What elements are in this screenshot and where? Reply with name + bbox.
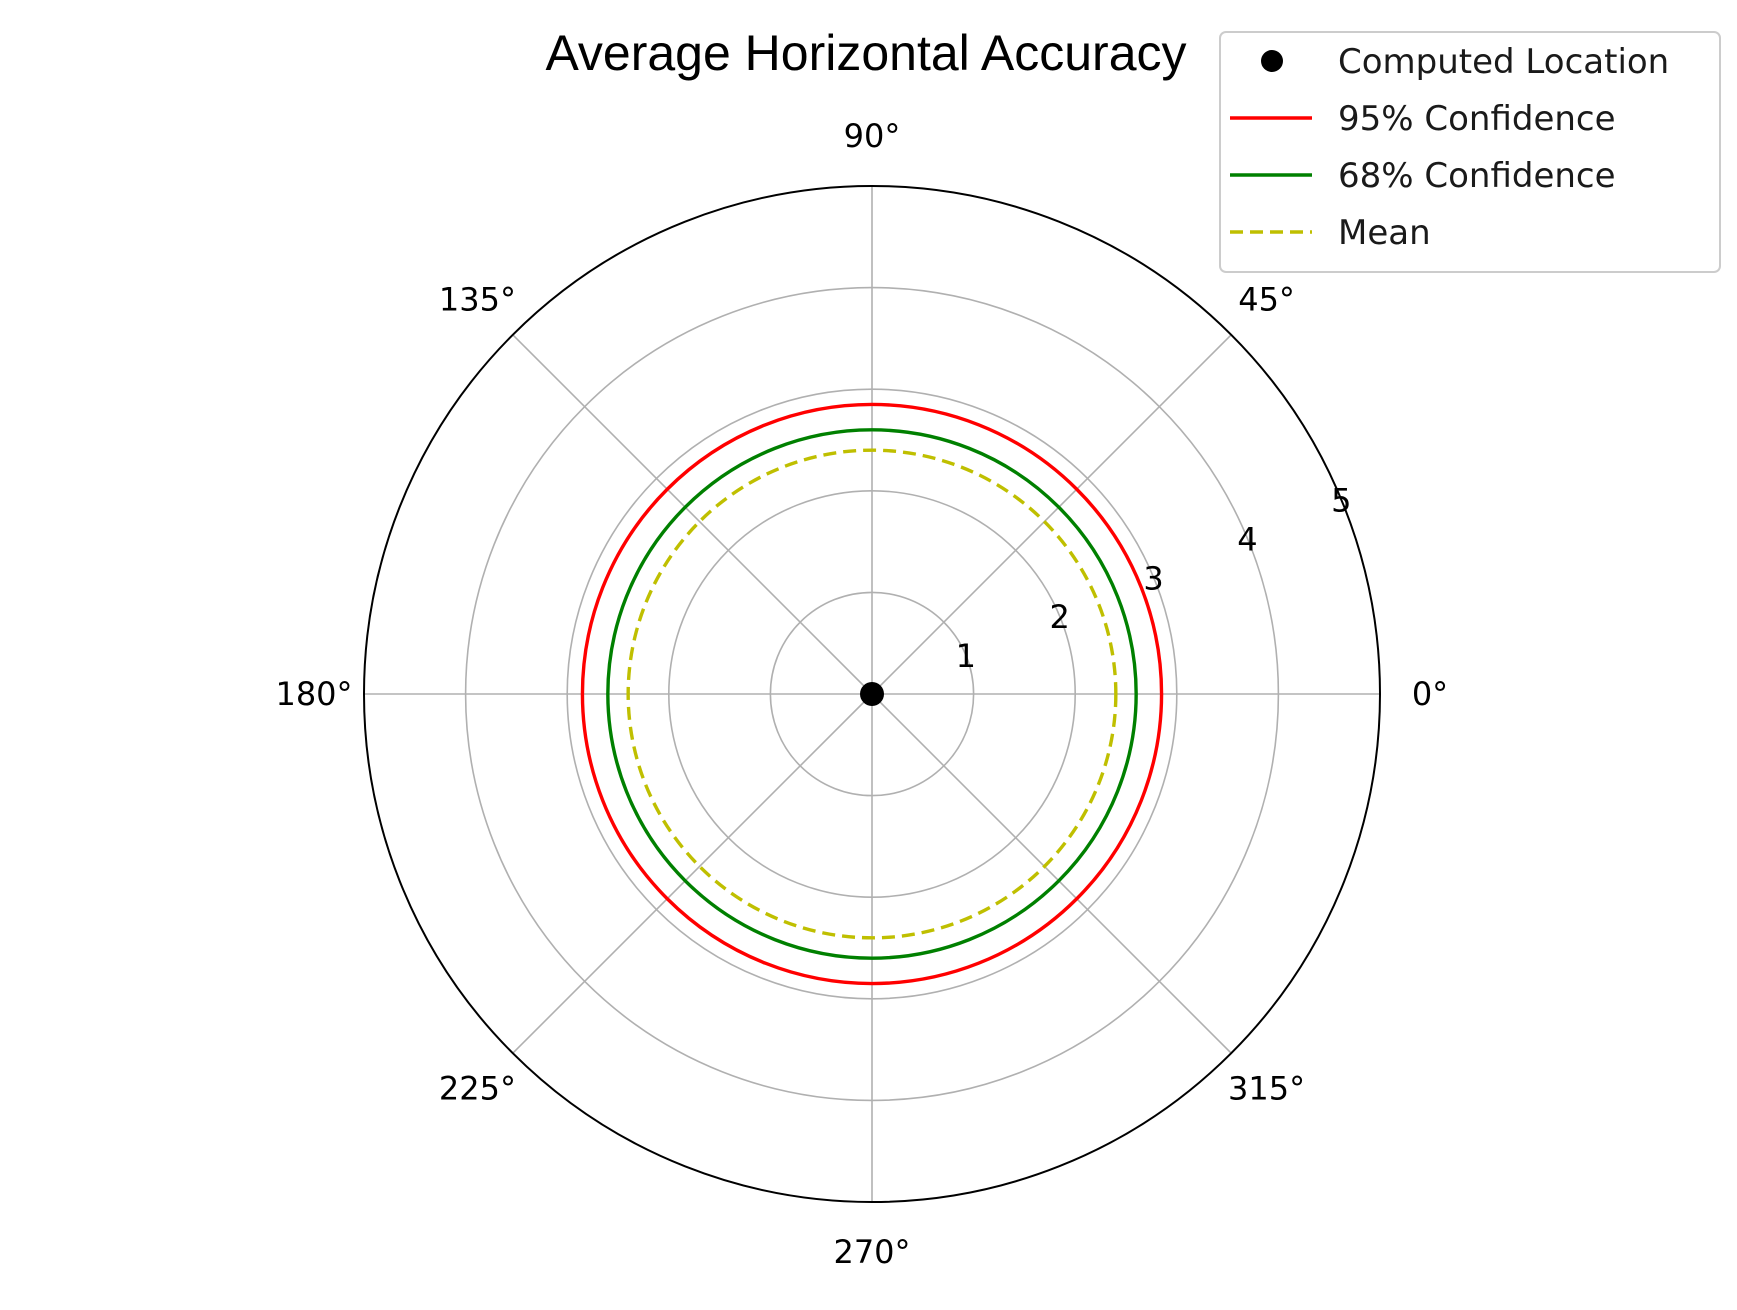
legend-label: 95% Confidence xyxy=(1338,99,1616,139)
angle-tick-label: 180° xyxy=(275,675,352,713)
legend-label: Computed Location xyxy=(1338,42,1669,82)
angle-tick-label: 225° xyxy=(439,1070,516,1108)
angle-tick-label: 135° xyxy=(439,280,516,318)
angular-gridline xyxy=(871,693,1232,1054)
tick-labels: 0° 45° 90° 135° 180° 225° 270° 315° 1 2 3 4 5 xyxy=(275,117,1448,1271)
legend-marker xyxy=(1261,50,1283,72)
angle-tick-label: 45° xyxy=(1238,280,1295,318)
angular-gridline xyxy=(512,693,873,1054)
angle-tick-label: 90° xyxy=(844,117,901,155)
radial-tick-label: 4 xyxy=(1237,520,1257,558)
angle-tick-label: 270° xyxy=(833,1233,910,1271)
radial-tick-label: 2 xyxy=(1050,598,1070,636)
series-mean xyxy=(626,448,1118,940)
series-68-confidence xyxy=(606,428,1138,960)
radial-tick-label: 1 xyxy=(956,637,976,675)
polar-grid xyxy=(363,185,1381,1203)
chart-title: Average Horizontal Accuracy xyxy=(545,25,1186,81)
data-series xyxy=(580,402,1164,986)
polar-frame xyxy=(363,185,1381,1203)
radial-tick-label: 3 xyxy=(1143,559,1163,597)
legend-box xyxy=(1219,31,1721,273)
legend: Computed Location 95% Confidence 68% Confi… xyxy=(1219,31,1721,273)
legend-label: Mean xyxy=(1338,213,1431,253)
legend-label: 68% Confidence xyxy=(1338,156,1616,196)
angle-tick-label: 0° xyxy=(1412,675,1448,713)
radial-tick-label: 5 xyxy=(1331,482,1351,520)
angular-gridline xyxy=(871,334,1232,695)
series-95-confidence xyxy=(580,402,1164,986)
point-computed-location xyxy=(860,682,884,706)
angular-gridline xyxy=(512,334,873,695)
angle-tick-label: 315° xyxy=(1228,1070,1305,1108)
